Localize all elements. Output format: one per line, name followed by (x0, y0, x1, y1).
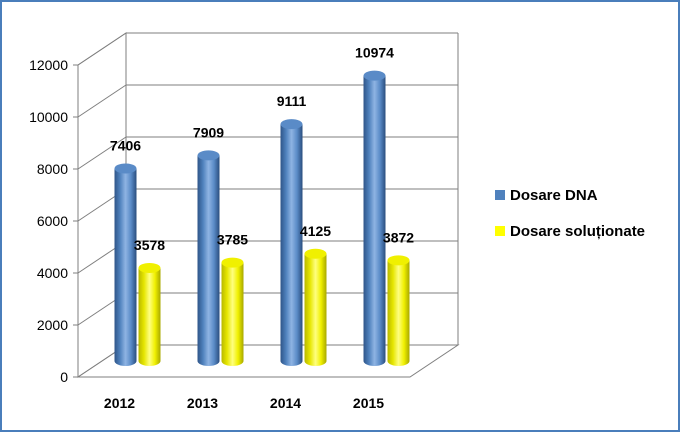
y-tick-label: 4000 (37, 265, 68, 281)
data-label-dosare-dna-2012: 7406 (110, 137, 141, 153)
gridline-diagonal (77, 84, 127, 118)
x-tick-label-2014: 2014 (270, 395, 301, 411)
bar-top-dosare-solu-ionate-2012 (138, 262, 161, 273)
bar-top-dosare-dna-2014 (280, 119, 303, 130)
y-tick-label: 12000 (29, 57, 68, 73)
bar-dosare-solu-ionate-2014 (304, 253, 327, 367)
y-tick-label: 2000 (37, 317, 68, 333)
y-tick-label: 10000 (29, 109, 68, 125)
data-label-dosare-solu-ionate-2013: 3785 (217, 232, 248, 248)
legend-label-dosare-dna: Dosare DNA (510, 187, 598, 204)
data-label-dosare-dna-2015: 10974 (355, 45, 394, 61)
bar-dosare-dna-2015 (363, 75, 386, 367)
x-tick-label-2012: 2012 (104, 395, 135, 411)
bar-top-dosare-dna-2015 (363, 70, 386, 81)
bar-top-dosare-solu-ionate-2014 (304, 248, 327, 259)
bar-top-dosare-dna-2012 (114, 163, 137, 174)
bar-dosare-dna-2012 (114, 168, 137, 367)
data-labels: 7406 3578 7909 3785 9111 4125 10974 3872 (110, 45, 414, 253)
bar-dosare-dna-2014 (280, 124, 303, 367)
bars (114, 70, 410, 367)
data-label-dosare-solu-ionate-2012: 3578 (134, 237, 165, 253)
legend-swatch-dosare-solu-ionate (495, 226, 505, 236)
data-label-dosare-solu-ionate-2014: 4125 (300, 223, 331, 239)
bar-dosare-solu-ionate-2013 (221, 262, 244, 367)
x-axis-ticks: 2012 2013 2014 2015 (104, 395, 384, 411)
bar-dosare-solu-ionate-2012 (138, 267, 161, 367)
y-axis-ticks: 0 2000 4000 6000 8000 10000 12000 (29, 57, 78, 385)
bar-dosare-solu-ionate-2015 (387, 260, 410, 367)
bar-top-dosare-solu-ionate-2015 (387, 255, 410, 266)
x-tick-label-2013: 2013 (187, 395, 218, 411)
legend: Dosare DNA Dosare soluționate (495, 187, 645, 240)
bar-top-dosare-solu-ionate-2013 (221, 257, 244, 268)
bar-top-dosare-dna-2013 (197, 150, 220, 161)
x-tick-label-2015: 2015 (353, 395, 384, 411)
legend-label-dosare-solu-ionate: Dosare soluționate (510, 223, 645, 240)
gridline-diagonal (77, 32, 127, 66)
data-label-dosare-dna-2014: 9111 (277, 93, 307, 109)
y-tick-label: 0 (60, 369, 68, 385)
y-tick-label: 8000 (37, 161, 68, 177)
legend-swatch-dosare-dna (495, 190, 505, 200)
data-label-dosare-solu-ionate-2015: 3872 (383, 229, 414, 245)
data-label-dosare-dna-2013: 7909 (193, 124, 224, 140)
gridline-diagonal (77, 136, 127, 170)
y-tick-label: 6000 (37, 213, 68, 229)
bar-dosare-dna-2013 (197, 155, 220, 367)
